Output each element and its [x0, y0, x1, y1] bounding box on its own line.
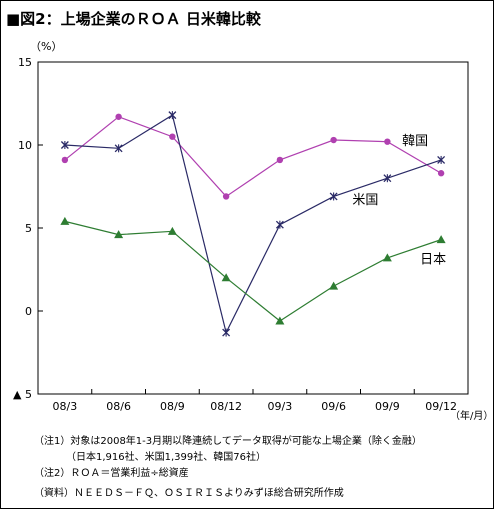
x-tick-label: 09/6 — [321, 400, 346, 413]
x-tick-label: 09/3 — [268, 400, 293, 413]
series-line-1 — [64, 114, 442, 335]
data-point — [437, 155, 446, 164]
data-point — [437, 170, 445, 177]
y-axis-unit: （%） — [30, 40, 62, 53]
data-point — [384, 138, 391, 145]
y-tick-label: 0 — [25, 305, 32, 318]
y-tick-label: ▲ 5 — [13, 388, 32, 401]
series-label: 米国 — [352, 193, 378, 208]
x-tick-label: 08/12 — [210, 400, 242, 413]
data-point — [222, 193, 230, 200]
data-point — [115, 113, 122, 120]
data-point — [167, 226, 177, 235]
note-1: （注1）対象は2008年1-3月期以降連続してデータ取得が可能な上場企業（除く金… — [34, 436, 422, 447]
data-point — [60, 141, 69, 149]
x-tick-label: 08/6 — [106, 400, 131, 413]
x-axis-unit: （年/月） — [450, 409, 493, 422]
data-point — [221, 273, 231, 282]
x-tick-label: 08/9 — [160, 400, 185, 413]
data-point — [114, 230, 124, 239]
series-line-0 — [64, 116, 442, 198]
y-tick-label: 15 — [18, 56, 32, 69]
x-tick-label: 09/9 — [375, 400, 400, 413]
series-label: 韓国 — [402, 134, 428, 149]
line-chart: 15 10 5 0 ▲ 5 08/3 08/6 08/9 08/12 09/3 09/6 09/9 0… — [13, 40, 493, 422]
plot-area — [37, 61, 469, 395]
y-tick-label: 5 — [25, 222, 32, 235]
data-point — [436, 235, 446, 244]
data-point — [276, 156, 284, 164]
series-line-2 — [64, 220, 442, 322]
data-point — [382, 253, 392, 262]
data-point — [329, 192, 338, 201]
y-tick-label: 10 — [18, 139, 32, 152]
data-point — [114, 144, 123, 153]
series-label: 日本 — [420, 253, 446, 268]
data-point — [275, 316, 285, 325]
data-point — [222, 328, 231, 337]
x-tick-label: 08/3 — [53, 400, 78, 413]
data-point — [169, 133, 176, 140]
note-2: （注2）ＲＯＡ＝営業利益÷総資産 — [34, 468, 189, 479]
data-point — [330, 136, 337, 144]
note-1-detail: （日本1,916社、米国1,399社、韓国76社） — [66, 452, 266, 463]
source-note: （資料）ＮＥＥＤＳ－ＦＱ、ＯＳＩＲＩＳよりみずほ総合研究所作成 — [34, 488, 344, 499]
data-point — [168, 111, 177, 120]
data-point — [329, 281, 339, 290]
data-point — [61, 156, 69, 164]
data-point — [60, 216, 70, 225]
x-tick-label: 09/12 — [425, 400, 457, 413]
chart-title: ■図2：上場企業のＲＯＡ 日米韓比較 — [6, 10, 261, 28]
data-point — [275, 220, 284, 229]
data-point — [383, 174, 392, 183]
